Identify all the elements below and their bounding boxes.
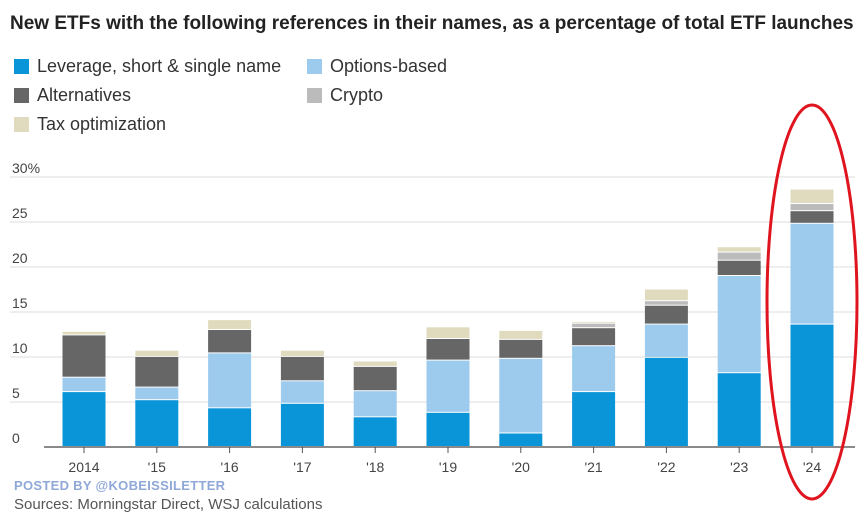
chart-title: New ETFs with the following references i…: [10, 13, 854, 34]
bar-segment: [208, 320, 252, 329]
bar-segment: [790, 204, 834, 211]
bar-segment: [644, 305, 688, 324]
y-tick-label: 25: [12, 205, 28, 221]
bar-segment: [135, 387, 179, 400]
posted-by-watermark: POSTED BY @KOBEISSILETTER: [14, 478, 226, 493]
bar-segment: [62, 335, 106, 377]
legend-label-crypto: Crypto: [330, 85, 384, 105]
bar-segment: [426, 412, 470, 446]
bar-segment: [790, 189, 834, 203]
bar-segment: [717, 247, 761, 252]
legend-item-options: Options-based: [307, 56, 447, 77]
legend-item-tax: Tax optimization: [14, 114, 166, 135]
bar-segment: [717, 276, 761, 373]
bar-segment: [499, 433, 543, 446]
bar-segment: [208, 330, 252, 353]
bar-segment: [353, 391, 397, 417]
bar-segment: [353, 361, 397, 366]
legend-label-alternatives: Alternatives: [37, 85, 132, 105]
bar-segment: [790, 211, 834, 223]
bar-segment: [135, 400, 179, 446]
bar-segment: [353, 366, 397, 391]
bar-segment: [644, 289, 688, 301]
bar-segment: [572, 323, 616, 328]
bar-segment: [280, 350, 324, 356]
legend-item-leverage: Leverage, short & single name: [14, 56, 281, 77]
x-tick-label: '24: [803, 459, 821, 475]
x-tick-label: '19: [439, 459, 457, 475]
y-tick-label: 5: [12, 385, 20, 401]
bar-segment: [572, 328, 616, 346]
bar-segment: [717, 373, 761, 446]
legend-item-crypto: Crypto: [307, 85, 383, 106]
x-tick-label: '22: [657, 459, 675, 475]
bar-segment: [644, 357, 688, 446]
x-tick-label: '15: [148, 459, 166, 475]
bar-segment: [135, 357, 179, 387]
legend-swatch-leverage: [14, 59, 29, 74]
bar-segment: [572, 392, 616, 446]
y-tick-label: 30%: [12, 160, 40, 176]
bar-segment: [208, 353, 252, 408]
x-tick-label: '20: [512, 459, 530, 475]
legend-item-alternatives: Alternatives: [14, 85, 131, 106]
bar-segment: [280, 357, 324, 381]
x-tick-label: '23: [730, 459, 748, 475]
bar-segment: [426, 339, 470, 360]
legend-label-tax: Tax optimization: [37, 114, 167, 134]
x-tick-label: '16: [220, 459, 238, 475]
bar-segment: [208, 408, 252, 446]
bar-segment: [790, 324, 834, 446]
bar-segment: [353, 417, 397, 446]
legend-swatch-alternatives: [14, 88, 29, 103]
legend-swatch-crypto: [307, 88, 322, 103]
bar-segment: [499, 330, 543, 339]
y-tick-label: 0: [12, 430, 20, 446]
highlight-ellipse: [765, 103, 859, 501]
x-tick-label: 2014: [68, 459, 99, 475]
bar-segment: [135, 350, 179, 356]
y-tick-label: 10: [12, 340, 28, 356]
x-tick-label: '17: [293, 459, 311, 475]
source-note: Sources: Morningstar Direct, WSJ calcula…: [14, 496, 323, 513]
bar-segment: [280, 403, 324, 446]
legend-label-options: Options-based: [330, 56, 448, 76]
bar-segment: [572, 321, 616, 323]
x-tick-label: '18: [366, 459, 384, 475]
bar-segment: [644, 324, 688, 357]
bar-segment: [62, 331, 106, 335]
bar-segment: [717, 252, 761, 260]
bar-segment: [644, 301, 688, 305]
y-tick-label: 15: [12, 295, 28, 311]
bar-segment: [280, 381, 324, 403]
bar-segment: [717, 260, 761, 275]
legend-swatch-options: [307, 59, 322, 74]
bar-segment: [790, 223, 834, 324]
bar-segment: [426, 327, 470, 338]
y-tick-label: 20: [12, 250, 28, 266]
legend-label-leverage: Leverage, short & single name: [37, 56, 282, 76]
bar-segment: [62, 392, 106, 446]
bar-segment: [426, 360, 470, 412]
bar-segment: [572, 346, 616, 392]
bar-segment: [62, 377, 106, 392]
x-tick-label: '21: [584, 459, 602, 475]
bar-segment: [499, 339, 543, 358]
bar-segment: [499, 358, 543, 433]
legend-swatch-tax: [14, 117, 29, 132]
